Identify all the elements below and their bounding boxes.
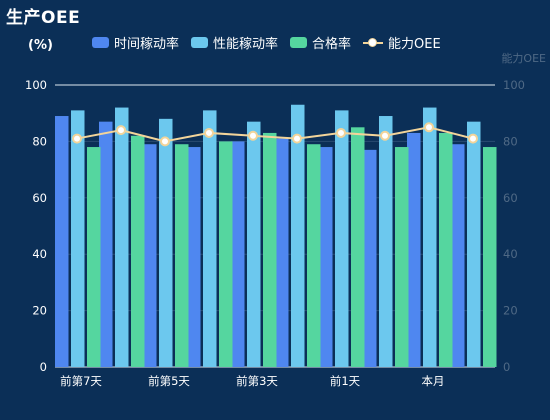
bar-pass-rate: [87, 147, 101, 367]
legend-item-performance-utilization[interactable]: 性能稼动率: [191, 33, 278, 52]
bar-time-utilization: [363, 149, 377, 367]
x-axis-tick-label: 前第3天: [236, 374, 278, 388]
oee-point: [248, 130, 258, 141]
bar-pass-rate: [351, 127, 365, 367]
bar-performance-utilization: [335, 110, 349, 367]
bar-pass-rate: [131, 135, 145, 367]
legend-label-pass-rate: 合格率: [312, 37, 352, 52]
x-axis-tick-label: 前第7天: [60, 374, 102, 388]
legend-swatch-time-utilization: [92, 37, 109, 48]
right-y-axis-tick-label: 80: [503, 134, 518, 148]
x-axis-tick-label: 前第5天: [148, 374, 190, 388]
legend-item-pass-rate[interactable]: 合格率: [290, 33, 351, 52]
legend-item-time-utilization[interactable]: 时间稼动率: [92, 33, 179, 52]
oee-point: [292, 133, 302, 144]
bar-performance-utilization: [379, 116, 393, 368]
legend-label-capacity-oee: 能力OEE: [388, 37, 441, 52]
oee-point: [72, 133, 82, 144]
bar-pass-rate: [307, 144, 321, 367]
bar-pass-rate: [439, 132, 453, 367]
y-axis-tick-label: 100: [25, 78, 47, 92]
x-axis-tick-label: 前1天: [330, 374, 361, 388]
bar-performance-utilization: [423, 107, 437, 367]
legend-label-performance-utilization: 性能稼动率: [213, 37, 279, 52]
right-y-axis-tick-label: 100: [503, 78, 525, 92]
chart-legend: 时间稼动率 性能稼动率 合格率 能力OEE: [92, 33, 453, 52]
bar-performance-utilization: [247, 121, 261, 367]
bar-time-utilization: [319, 147, 333, 367]
y-axis-tick-label: 40: [32, 247, 47, 261]
legend-swatch-capacity-oee: [363, 37, 384, 49]
legend-swatch-performance-utilization: [191, 37, 209, 48]
bar-time-utilization: [451, 144, 465, 367]
right-axis-label: 能力OEE: [501, 52, 546, 65]
y-axis-tick-label: 0: [40, 360, 47, 374]
bar-time-utilization: [143, 144, 157, 367]
bar-time-utilization: [231, 141, 245, 367]
y-axis-tick-label: 60: [32, 191, 47, 205]
x-axis-tick-label: 本月: [422, 374, 445, 388]
bar-performance-utilization: [159, 118, 173, 367]
legend-label-time-utilization: 时间稼动率: [114, 37, 180, 52]
bar-performance-utilization: [467, 121, 481, 367]
bar-performance-utilization: [203, 110, 217, 367]
right-y-axis-tick-label: 0: [503, 360, 510, 374]
bar-pass-rate: [175, 144, 189, 367]
legend-swatch-pass-rate: [290, 37, 308, 48]
bar-time-utilization: [187, 147, 201, 367]
oee-line: [76, 126, 474, 143]
oee-point: [336, 127, 346, 138]
bar-time-utilization: [275, 138, 289, 367]
oee-point: [160, 136, 170, 147]
right-y-axis-tick-label: 20: [503, 304, 518, 318]
bar-pass-rate: [263, 132, 277, 367]
legend-item-capacity-oee[interactable]: 能力OEE: [363, 33, 441, 52]
bar-performance-utilization: [71, 110, 85, 367]
oee-point: [204, 127, 214, 138]
oee-point: [424, 122, 434, 133]
bar-pass-rate: [395, 147, 409, 367]
oee-point: [116, 125, 126, 136]
bar-pass-rate: [219, 141, 233, 367]
right-y-axis-tick-label: 60: [503, 191, 518, 205]
bar-time-utilization: [99, 121, 113, 367]
oee-point: [380, 130, 390, 141]
bar-time-utilization: [55, 116, 69, 368]
right-y-axis-tick-label: 40: [503, 247, 518, 261]
bar-performance-utilization: [115, 107, 129, 367]
bar-pass-rate: [483, 147, 497, 367]
bar-performance-utilization: [291, 104, 305, 368]
y-axis-tick-label: 20: [32, 304, 47, 318]
y-axis-unit: (%): [28, 38, 53, 53]
bar-time-utilization: [407, 132, 421, 367]
oee-point: [468, 133, 478, 144]
page-title: 生产OEE: [6, 8, 81, 28]
y-axis-tick-label: 80: [32, 134, 47, 148]
